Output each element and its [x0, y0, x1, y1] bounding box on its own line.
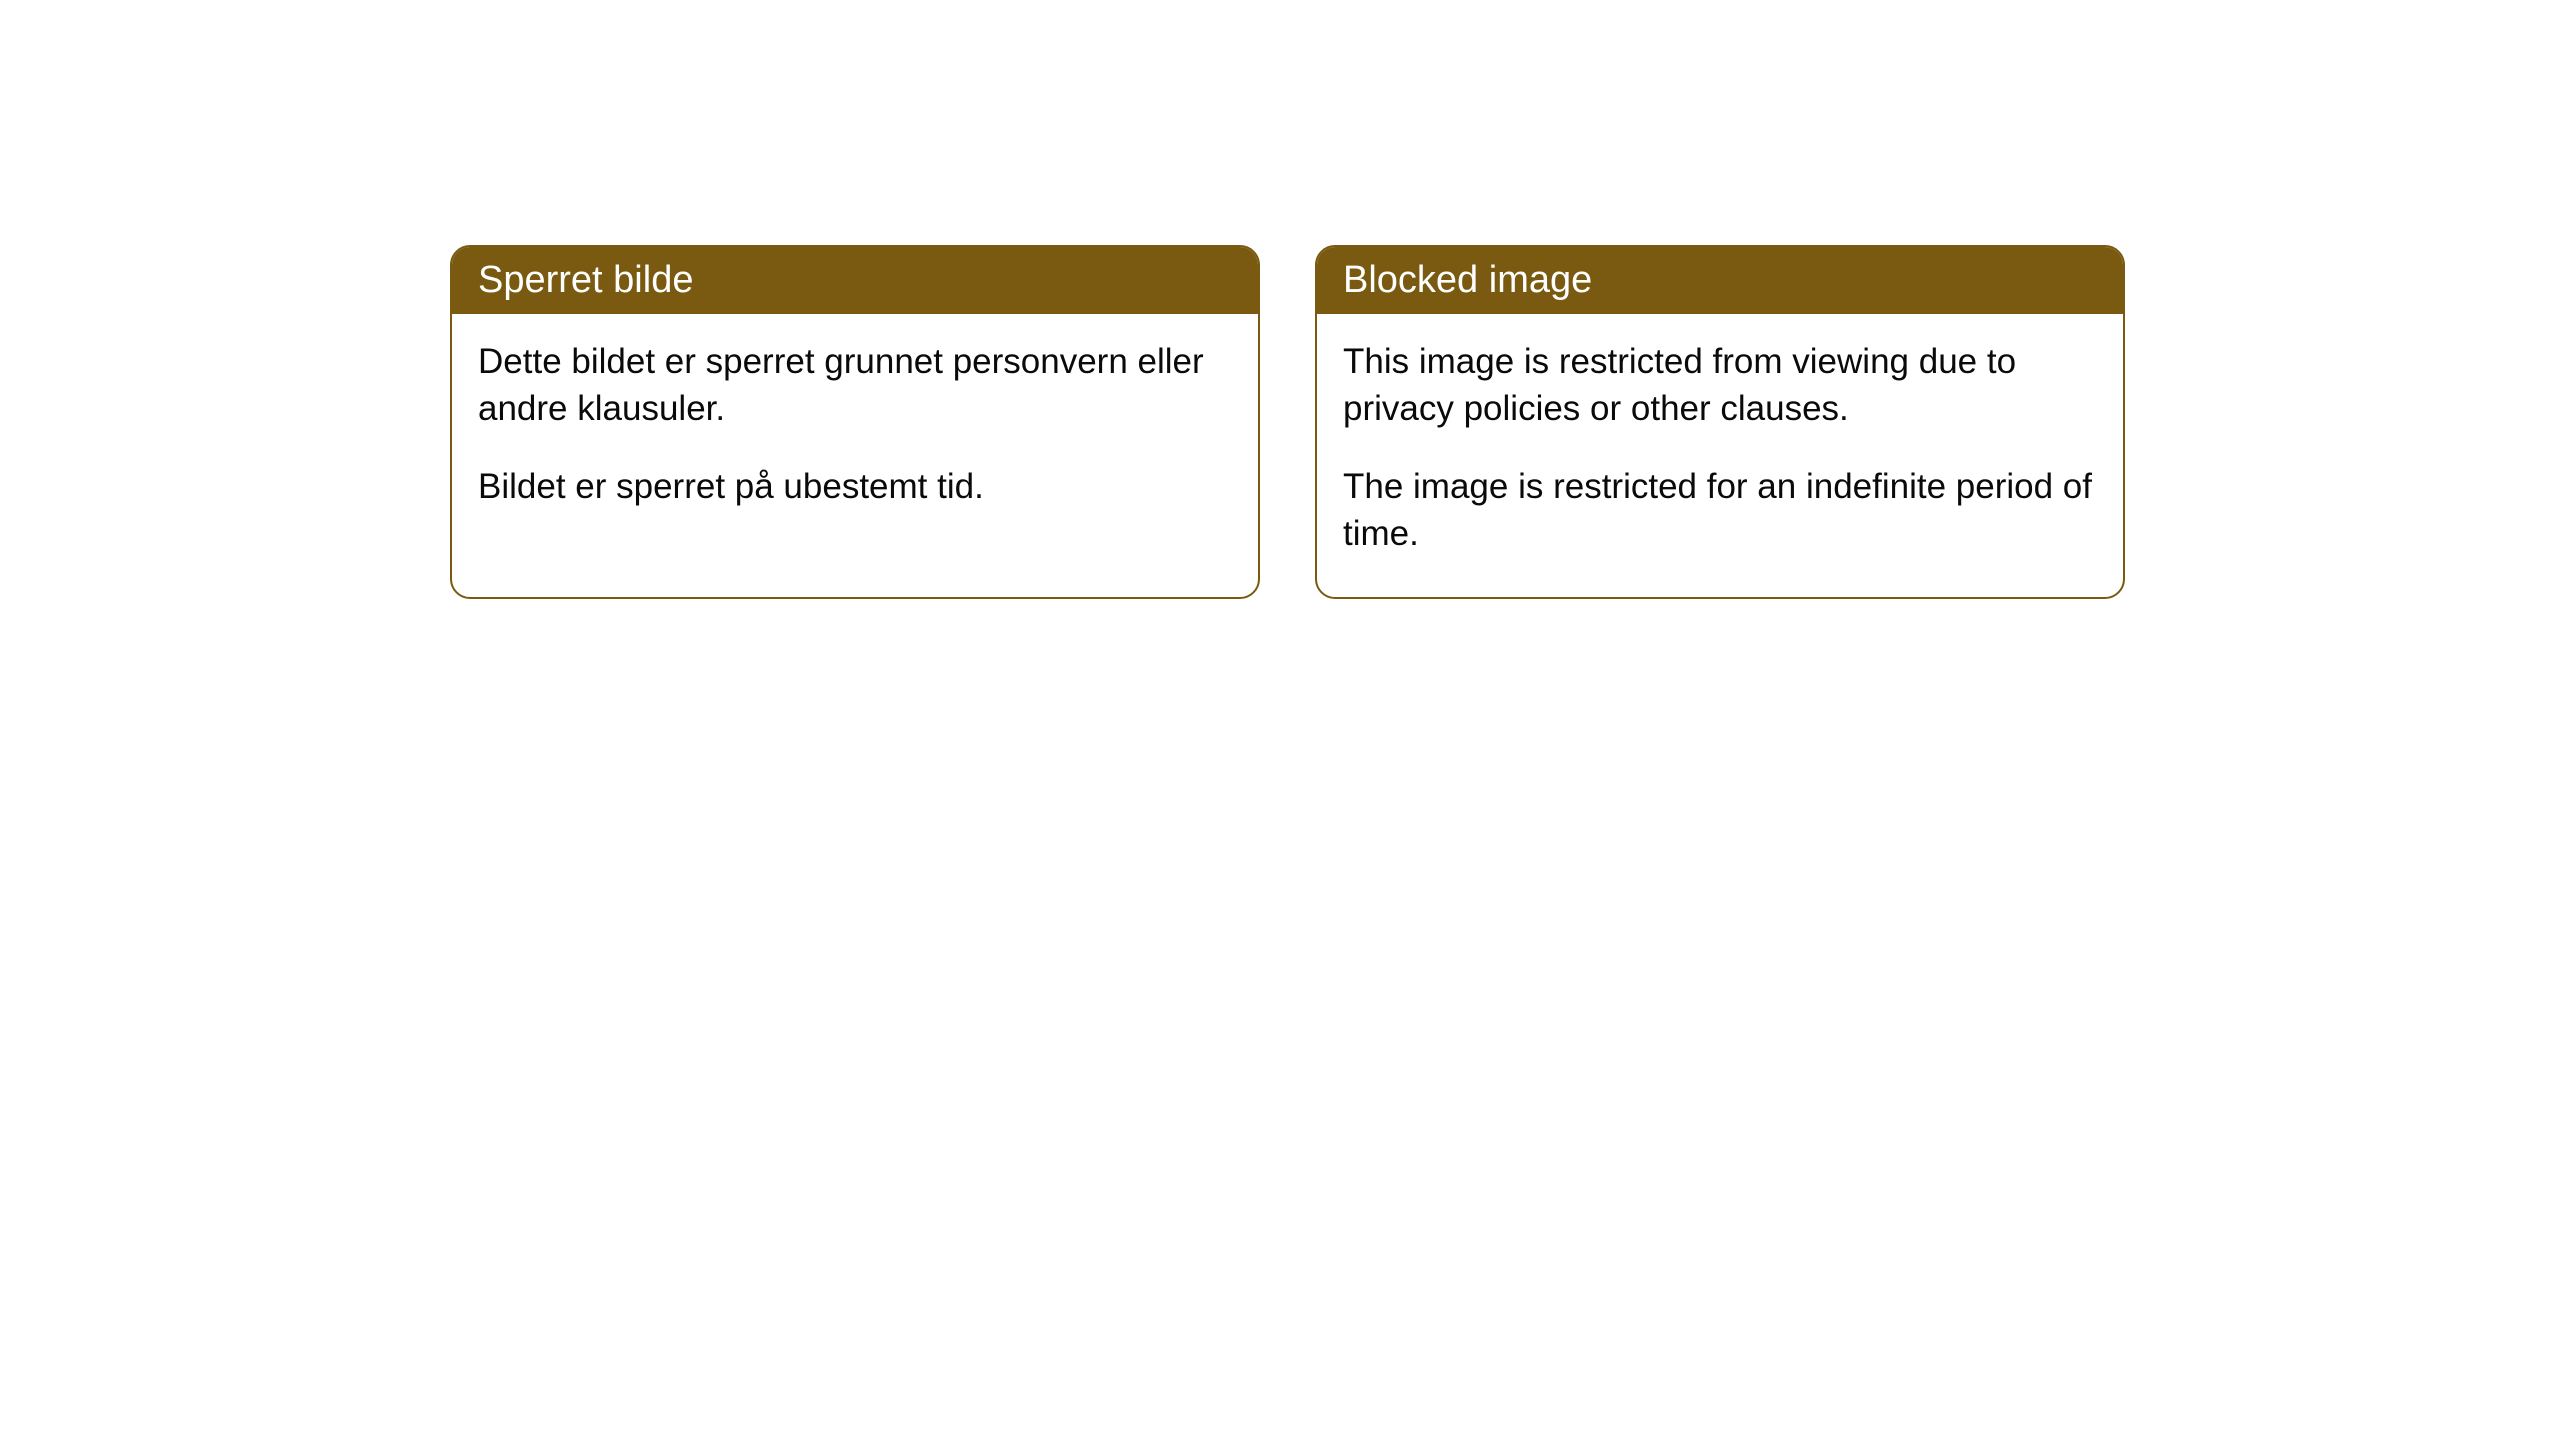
notice-cards-container: Sperret bilde Dette bildet er sperret gr… [450, 245, 2125, 599]
card-header: Blocked image [1317, 247, 2123, 314]
card-title: Blocked image [1343, 259, 1592, 301]
card-paragraph: This image is restricted from viewing du… [1343, 338, 2097, 433]
card-body: Dette bildet er sperret grunnet personve… [452, 314, 1258, 550]
card-title: Sperret bilde [478, 259, 693, 301]
card-paragraph: The image is restricted for an indefinit… [1343, 463, 2097, 558]
notice-card-english: Blocked image This image is restricted f… [1315, 245, 2125, 599]
card-body: This image is restricted from viewing du… [1317, 314, 2123, 597]
card-paragraph: Dette bildet er sperret grunnet personve… [478, 338, 1232, 433]
card-header: Sperret bilde [452, 247, 1258, 314]
card-paragraph: Bildet er sperret på ubestemt tid. [478, 463, 1232, 510]
notice-card-norwegian: Sperret bilde Dette bildet er sperret gr… [450, 245, 1260, 599]
